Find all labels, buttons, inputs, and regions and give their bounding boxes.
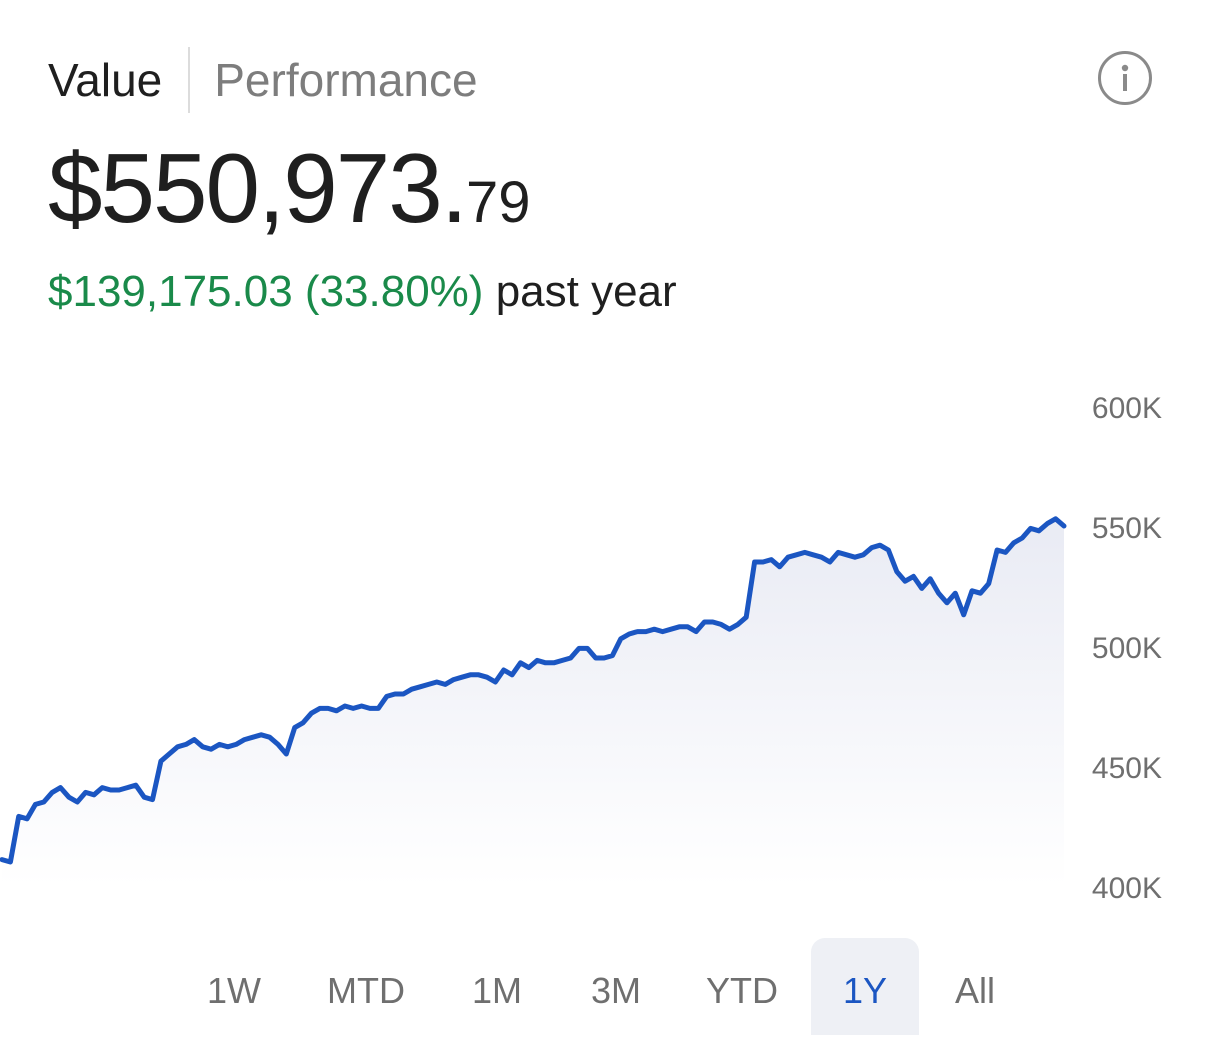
portfolio-value-main: $550,973. [48,133,468,243]
info-icon [1121,64,1129,91]
tab-value[interactable]: Value [48,54,163,106]
y-tick-label: 400K [1092,872,1162,905]
y-tick-label: 450K [1092,752,1162,785]
y-tick-label: 500K [1092,632,1162,665]
y-tick-label: 550K [1092,512,1162,545]
y-tick-label: 600K [1092,392,1162,425]
tab-performance[interactable]: Performance [214,54,478,106]
value-chart[interactable]: 600K 550K 500K 450K 400K [0,380,1206,920]
change-amount: $139,175.03 (33.80%) [48,267,484,316]
tab-divider [188,47,191,113]
range-3m-button[interactable]: 3M [590,970,641,1011]
range-mtd-button[interactable]: MTD [327,970,405,1011]
portfolio-change: $139,175.03 (33.80%) past year [48,262,677,322]
info-button[interactable] [1098,51,1152,105]
view-tabs: Value Performance [48,46,478,114]
portfolio-value-cents: 79 [465,170,531,235]
y-axis: 600K 550K 500K 450K 400K [1092,392,1162,905]
chart-series-line [0,516,1067,865]
range-1m-button[interactable]: 1M [471,970,522,1011]
chart-area-fill [2,518,1064,886]
range-all-button[interactable]: All [954,970,995,1011]
range-1y-button[interactable]: 1Y [811,938,919,1035]
change-period-label: past year [495,267,677,316]
portfolio-value: $550,973.79 [48,128,531,278]
range-1w-button[interactable]: 1W [207,970,261,1011]
time-range-selector: 1W MTD 1M 3M YTD 1Y All [0,938,1206,1035]
range-ytd-button[interactable]: YTD [706,970,778,1011]
